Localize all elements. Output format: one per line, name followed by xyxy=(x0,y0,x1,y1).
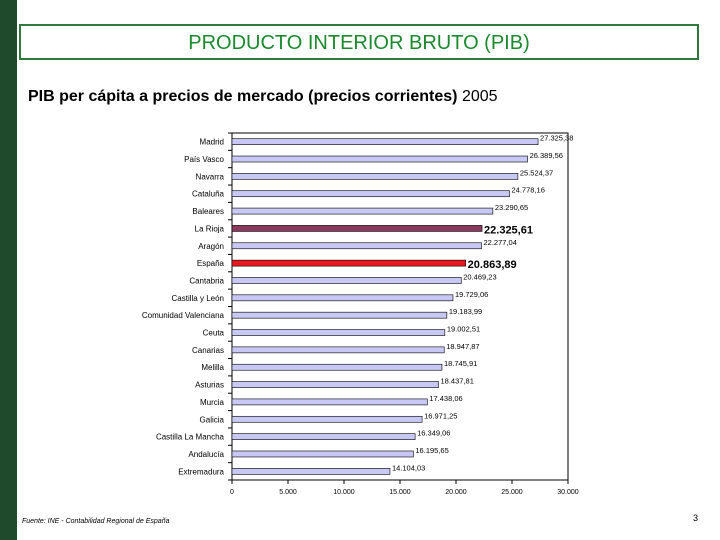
value-label: 18.947,87 xyxy=(446,342,479,351)
value-label: 20.469,23 xyxy=(463,272,496,281)
value-label: 23.290,65 xyxy=(495,203,528,212)
x-tick-label: 0 xyxy=(230,489,234,496)
bar xyxy=(231,277,462,284)
value-label: 22.277,04 xyxy=(484,238,517,247)
category-label: Cataluña xyxy=(192,190,225,199)
category-label: Galicia xyxy=(200,415,225,424)
category-label: Baleares xyxy=(192,207,224,216)
category-label: Castilla y León xyxy=(172,294,224,303)
bar xyxy=(231,433,416,440)
category-label: Aragón xyxy=(198,242,224,251)
bar xyxy=(231,363,443,371)
category-label: Comunidad Valenciana xyxy=(142,311,225,320)
value-label: 22.325,61 xyxy=(484,224,533,236)
x-tick-label: 15.000 xyxy=(389,489,411,496)
value-label: 19.183,99 xyxy=(449,307,482,316)
value-label: 20.863,89 xyxy=(468,259,517,271)
value-label: 25.524,37 xyxy=(520,168,553,177)
value-label: 18.745,91 xyxy=(444,359,477,368)
slide-title: PRODUCTO INTERIOR BRUTO (PIB) xyxy=(188,32,530,54)
category-label: Madrid xyxy=(200,138,224,147)
bar xyxy=(231,398,428,406)
category-label: Navarra xyxy=(196,172,225,181)
category-label: Extremadura xyxy=(178,467,224,476)
value-label: 26.389,56 xyxy=(530,151,563,160)
value-label: 16.349,06 xyxy=(417,429,450,438)
bar xyxy=(231,311,448,319)
value-label: 19.002,51 xyxy=(447,325,480,334)
value-label: 16.195,65 xyxy=(415,446,448,455)
title-box: PRODUCTO INTERIOR BRUTO (PIB) xyxy=(19,24,699,60)
subtitle-main: PIB per cápita a precios de mercado (pre… xyxy=(28,88,458,105)
category-label: Asturias xyxy=(195,381,224,390)
bar xyxy=(231,207,494,215)
bar xyxy=(231,242,482,250)
bar xyxy=(231,381,439,388)
category-label: Andalucía xyxy=(188,450,224,459)
value-label: 27.325,38 xyxy=(540,134,573,143)
bar xyxy=(231,450,414,458)
category-label: Ceuta xyxy=(203,329,225,338)
category-label: Murcia xyxy=(200,398,225,407)
value-label: 24.778,16 xyxy=(512,186,545,195)
bar xyxy=(231,138,539,145)
chart-subtitle: PIB per cápita a precios de mercado (pre… xyxy=(28,88,498,106)
x-tick-label: 25.000 xyxy=(501,489,523,496)
value-label: 18.437,81 xyxy=(441,377,474,386)
category-label: Castilla La Mancha xyxy=(156,433,225,442)
x-tick-label: 10.000 xyxy=(333,489,355,496)
bar xyxy=(231,259,466,267)
x-tick-label: 5.000 xyxy=(279,489,297,496)
bar xyxy=(231,346,445,354)
bar xyxy=(231,329,446,336)
source-note: Fuente: INE - Contabilidad Regional de E… xyxy=(22,518,170,525)
page-number: 3 xyxy=(693,513,699,523)
bar xyxy=(231,155,528,163)
bar xyxy=(231,190,510,198)
bar xyxy=(231,415,423,423)
category-label: La Rioja xyxy=(195,224,225,233)
bar xyxy=(231,468,391,475)
x-tick-label: 30.000 xyxy=(557,489,579,496)
category-label: Cantabria xyxy=(189,276,224,285)
bar xyxy=(231,225,483,232)
value-label: 14.104,03 xyxy=(392,463,425,472)
bar xyxy=(231,173,519,180)
value-label: 17.438,06 xyxy=(429,394,462,403)
value-label: 16.971,25 xyxy=(424,411,457,420)
value-label: 19.729,06 xyxy=(455,290,488,299)
bar xyxy=(231,294,454,302)
category-label: Melilla xyxy=(201,363,224,372)
left-accent-bar xyxy=(0,0,17,540)
category-label: España xyxy=(197,259,225,268)
category-label: Canarias xyxy=(192,346,224,355)
subtitle-year: 2005 xyxy=(461,88,498,105)
x-tick-label: 20.000 xyxy=(445,489,467,496)
category-label: País Vasco xyxy=(184,155,224,164)
